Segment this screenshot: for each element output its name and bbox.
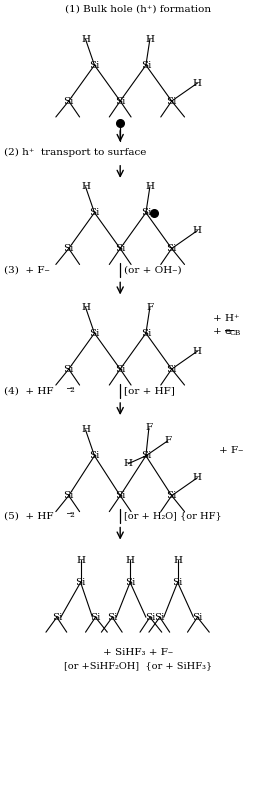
Text: Si: Si — [89, 451, 100, 460]
Text: H: H — [81, 34, 90, 44]
Text: (1) Bulk hole (h⁺) formation: (1) Bulk hole (h⁺) formation — [65, 5, 211, 14]
Text: H: H — [124, 459, 133, 468]
Text: H: H — [193, 474, 202, 482]
Text: Si: Si — [125, 578, 135, 587]
Text: Si: Si — [89, 61, 100, 70]
Text: [or + H₂O] {or HF}: [or + H₂O] {or HF} — [124, 511, 222, 520]
Text: Si: Si — [115, 244, 125, 253]
Text: Si: Si — [115, 365, 125, 374]
Text: Si: Si — [75, 578, 86, 587]
Text: H: H — [145, 182, 154, 191]
Text: F: F — [145, 423, 152, 433]
Text: + F–: + F– — [219, 446, 243, 455]
Text: + H⁺: + H⁺ — [213, 314, 240, 322]
Text: Si: Si — [107, 613, 117, 622]
Text: (2) h⁺  transport to surface: (2) h⁺ transport to surface — [4, 148, 147, 158]
Text: Si: Si — [145, 613, 155, 622]
Text: H: H — [193, 226, 202, 235]
Text: H: H — [81, 426, 90, 434]
Text: H: H — [145, 34, 154, 44]
Text: Si: Si — [90, 613, 101, 622]
Text: (3)  + F–: (3) + F– — [4, 266, 50, 275]
Text: H: H — [193, 346, 202, 356]
Text: Si: Si — [166, 97, 177, 106]
Text: Si: Si — [89, 208, 100, 217]
Text: Si: Si — [172, 578, 183, 587]
Text: H: H — [173, 556, 182, 565]
Text: –: – — [226, 329, 231, 338]
Text: 2: 2 — [70, 510, 75, 518]
Text: Si: Si — [52, 613, 62, 622]
Text: Si: Si — [63, 97, 74, 106]
Text: [or + HF]: [or + HF] — [124, 386, 175, 395]
Text: 2: 2 — [70, 386, 75, 394]
Text: [or +SiHF₂OH]  {or + SiHF₃}: [or +SiHF₂OH] {or + SiHF₃} — [64, 662, 212, 670]
Text: Si: Si — [63, 365, 74, 374]
Text: Si: Si — [141, 61, 151, 70]
Text: + SiHF₃ + F–: + SiHF₃ + F– — [103, 648, 173, 657]
Text: + e: + e — [213, 326, 231, 336]
Text: Si: Si — [115, 491, 125, 500]
Text: Si: Si — [63, 244, 74, 253]
Text: (or + OH–): (or + OH–) — [124, 266, 182, 275]
Text: (4)  + HF: (4) + HF — [4, 386, 54, 395]
Text: F: F — [164, 436, 171, 446]
Text: Si: Si — [63, 491, 74, 500]
Text: Si: Si — [115, 97, 125, 106]
Text: −: − — [65, 508, 72, 517]
Text: Si: Si — [141, 451, 151, 460]
Text: H: H — [193, 78, 202, 88]
Text: Si: Si — [141, 329, 151, 338]
Text: −: − — [65, 383, 72, 393]
Text: Si: Si — [166, 365, 177, 374]
Text: H: H — [125, 556, 135, 565]
Text: Si: Si — [141, 208, 151, 217]
Text: (5)  + HF: (5) + HF — [4, 511, 54, 520]
Text: Si: Si — [166, 244, 177, 253]
Text: H: H — [81, 303, 90, 312]
Text: Si: Si — [192, 613, 202, 622]
Text: H: H — [76, 556, 85, 565]
Text: Si: Si — [166, 491, 177, 500]
Text: H: H — [81, 182, 90, 191]
Text: Si: Si — [155, 613, 165, 622]
Text: Si: Si — [89, 329, 100, 338]
Text: F: F — [146, 303, 153, 312]
Text: CB: CB — [230, 330, 242, 338]
